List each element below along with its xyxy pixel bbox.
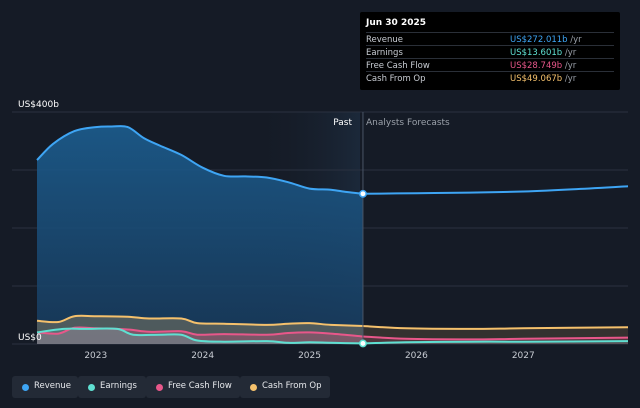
tooltip-label: Free Cash Flow xyxy=(366,61,430,71)
cash-from-op-forecast-line xyxy=(362,325,629,330)
x-tick-label: 2026 xyxy=(405,351,428,361)
legend-label: Free Cash Flow xyxy=(168,381,232,391)
revenue-past-line xyxy=(36,125,364,195)
tooltip-row-cash-from-op: Cash From Op US$49.067b /yr xyxy=(366,71,614,85)
tooltip-title: Jun 30 2025 xyxy=(366,18,427,28)
tooltip-label: Cash From Op xyxy=(366,74,426,84)
tooltip-label: Earnings xyxy=(366,48,403,58)
forecast-label: Analysts Forecasts xyxy=(366,118,450,128)
tooltip-row-revenue: Revenue US$272.011b /yr xyxy=(366,32,614,46)
cash-from-op-dot-icon xyxy=(250,384,257,391)
cash-from-op-past-line xyxy=(36,314,364,327)
legend-label: Revenue xyxy=(34,381,72,391)
legend-item-revenue[interactable]: Revenue xyxy=(12,376,78,398)
series-lines xyxy=(36,125,629,345)
tooltip-value-earnings: US$13.601b /yr xyxy=(510,48,577,58)
earnings-dot-icon xyxy=(88,384,95,391)
legend-label: Earnings xyxy=(100,381,137,391)
tooltip-label: Revenue xyxy=(366,35,404,45)
x-tick-label: 2027 xyxy=(512,351,535,361)
legend-label: Cash From Op xyxy=(262,381,322,391)
y-axis-top-label: US$400b xyxy=(18,100,59,110)
earnings-forecast-line xyxy=(362,340,629,345)
cash-from-op-past-area xyxy=(37,315,363,344)
free-cash-flow-dot-icon xyxy=(156,384,163,391)
tooltip-row-free-cash-flow: Free Cash Flow US$28.749b /yr xyxy=(366,58,614,72)
tooltip-value-cash-from-op: US$49.067b /yr xyxy=(510,74,577,84)
earnings-past-line xyxy=(36,327,364,345)
tooltip-value-revenue: US$272.011b /yr xyxy=(510,35,582,45)
x-axis-ticks: 2023 2024 2025 2026 2027 xyxy=(84,351,534,361)
x-tick-label: 2025 xyxy=(298,351,321,361)
earnings-marker xyxy=(359,339,367,348)
x-tick-label: 2024 xyxy=(191,351,214,361)
legend-item-free-cash-flow[interactable]: Free Cash Flow xyxy=(146,376,240,398)
tooltip: Jun 30 2025 Revenue US$272.011b /yr Earn… xyxy=(360,12,620,90)
legend-item-cash-from-op[interactable]: Cash From Op xyxy=(240,376,330,398)
revenue-marker xyxy=(359,189,367,198)
free-cash-flow-past-line xyxy=(36,326,364,338)
x-tick-label: 2023 xyxy=(84,351,107,361)
legend-item-earnings[interactable]: Earnings xyxy=(78,376,146,398)
earnings-past-area xyxy=(37,328,363,344)
y-axis-bottom-label: US$0 xyxy=(18,333,42,343)
revenue-dot-icon xyxy=(22,384,29,391)
free-cash-flow-forecast-line xyxy=(362,335,629,341)
past-label: Past xyxy=(333,118,352,128)
series-markers xyxy=(359,189,367,348)
revenue-forecast-line xyxy=(362,185,629,195)
tooltip-value-free-cash-flow: US$28.749b /yr xyxy=(510,61,577,71)
tooltip-row-earnings: Earnings US$13.601b /yr xyxy=(366,45,614,59)
